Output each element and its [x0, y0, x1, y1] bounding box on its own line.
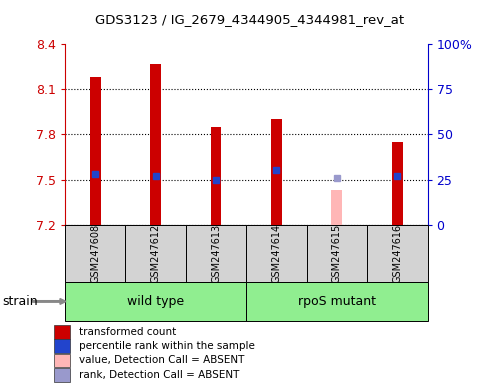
Text: GSM247612: GSM247612: [150, 224, 160, 283]
Text: GSM247608: GSM247608: [90, 224, 100, 283]
Bar: [306, 225, 367, 282]
Text: GSM247614: GSM247614: [272, 224, 281, 283]
Text: GDS3123 / IG_2679_4344905_4344981_rev_at: GDS3123 / IG_2679_4344905_4344981_rev_at: [96, 13, 405, 26]
Bar: [186, 225, 246, 282]
Bar: [65, 282, 246, 321]
Text: wild type: wild type: [127, 295, 184, 308]
Text: GSM247615: GSM247615: [332, 224, 342, 283]
Bar: [210, 127, 222, 225]
Bar: [126, 225, 186, 282]
Text: GSM247613: GSM247613: [211, 224, 221, 283]
Text: rpoS mutant: rpoS mutant: [298, 295, 376, 308]
Text: value, Detection Call = ABSENT: value, Detection Call = ABSENT: [78, 356, 244, 366]
Bar: [54, 354, 70, 367]
Bar: [54, 368, 70, 382]
Bar: [150, 64, 161, 225]
Bar: [246, 225, 306, 282]
Bar: [54, 339, 70, 353]
Text: rank, Detection Call = ABSENT: rank, Detection Call = ABSENT: [78, 370, 239, 380]
Text: strain: strain: [2, 295, 38, 308]
Text: transformed count: transformed count: [78, 327, 176, 337]
Bar: [332, 190, 342, 225]
Bar: [54, 325, 70, 339]
Text: percentile rank within the sample: percentile rank within the sample: [78, 341, 254, 351]
Bar: [392, 142, 402, 225]
Bar: [90, 77, 101, 225]
Bar: [271, 119, 282, 225]
Bar: [246, 282, 428, 321]
Bar: [65, 225, 126, 282]
Text: GSM247616: GSM247616: [392, 224, 402, 283]
Bar: [367, 225, 428, 282]
